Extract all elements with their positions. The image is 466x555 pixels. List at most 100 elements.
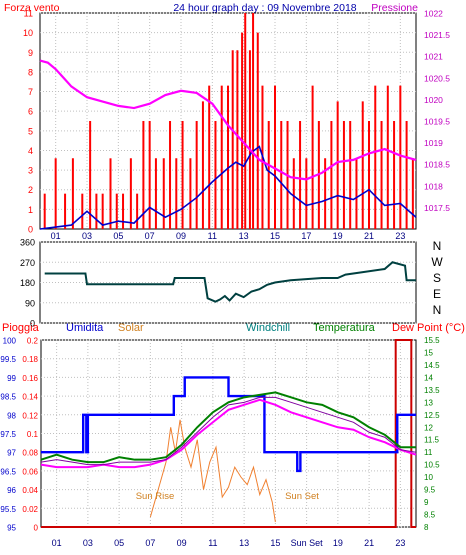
direction-tick-label: 0 [30,319,35,329]
pressure-line [39,59,417,181]
humidity-tick-label: 98 [7,411,16,420]
rain-tick-label: 0.02 [22,505,38,514]
pressure-axis-title: Pressione [371,2,418,14]
rain-tick-label: 0.1 [27,430,39,439]
rain-tick-label: 0.16 [22,374,38,383]
windchill-legend: Windchill [246,322,290,334]
temperature-line [40,391,416,464]
pressure-tick-label: 1019 [424,138,443,148]
hour-tick-label: 07 [145,231,155,241]
rain-tick-label: 0.14 [22,393,38,402]
pressure-tick-label: 1021 [424,52,443,62]
sun-set-label: Sun Set [285,491,319,502]
hour-tick-label: 23 [395,538,405,548]
temperature-tick-label: 11.5 [424,436,440,445]
hour-tick-label: 19 [333,231,343,241]
hour-tick-label: 11 [208,538,217,548]
temperature-tick-label: 12.5 [424,411,440,420]
rain-tick-label: 0.18 [22,355,38,364]
rain-tick-label: 0 [34,524,39,533]
rain-tick-label: 0.2 [27,337,39,346]
hour-tick-label: 21 [364,538,374,548]
wind-tick-label: 10 [23,28,33,38]
rain-axis-title: Pioggia [2,322,40,334]
hour-tick-label: 09 [177,538,187,548]
compass-label-e: E [433,287,441,301]
wind-average-line [39,145,417,230]
temperature-tick-label: 10.5 [424,461,440,470]
hour-tick-label: 13 [239,538,249,548]
direction-tick-label: 270 [20,258,35,268]
temperature-tick-label: 12 [424,423,433,432]
hour-tick-label: 05 [113,231,123,241]
wind-tick-label: 9 [28,48,33,58]
rain-tick-label: 0.12 [22,411,38,420]
hour-tick-label: 13 [239,231,249,241]
solar-legend: Solar [118,322,144,334]
temperature-tick-label: 13 [424,398,433,407]
temperature-tick-label: 13.5 [424,386,440,395]
hour-tick-label: 19 [333,538,343,548]
temperature-tick-label: 8 [424,523,429,532]
temperature-tick-label: 15.5 [424,336,440,345]
dew-point-line [40,396,417,466]
direction-line [44,261,416,303]
pressure-tick-label: 1017.5 [424,203,450,213]
hour-tick-label: 15 [270,538,280,548]
humidity-tick-label: 97.5 [0,430,16,439]
temperature-tick-label: 9 [424,498,429,507]
bottom-series [40,339,417,528]
compass-label-n2: N [433,303,442,317]
direction-tick-label: 90 [25,298,35,308]
direction-tick-label: 360 [20,238,35,248]
wind-tick-label: 2 [28,185,33,195]
humidity-line [41,376,416,473]
rain-tick-label: 0.04 [22,486,38,495]
wind-axis-title: Forza vento [4,2,60,14]
humidity-tick-label: 96.5 [0,467,16,476]
compass-label-n: N [433,239,442,253]
hour-tick-label: 21 [364,231,374,241]
humidity-tick-label: 97 [7,449,16,458]
wind-tick-label: 11 [24,9,33,19]
pressure-tick-label: 1022 [424,9,443,19]
wind-direction-panel [39,241,417,324]
temperature-tick-label: 11 [424,448,433,457]
wind-series [39,13,417,230]
hour-tick-label: 03 [83,538,93,548]
pressure-tick-label: 1019.5 [424,117,450,127]
graph-title: 24 hour graph day : 09 Novembre 2018 [173,2,356,14]
sun-set-axis-label: Sun Set [291,538,324,548]
pressure-tick-label: 1018.5 [424,160,450,170]
temperature-tick-label: 10 [424,473,433,482]
humidity-tick-label: 99.5 [0,355,16,364]
wind-tick-label: 5 [28,126,33,136]
sun-rise-label: Sun Rise [136,491,175,502]
hour-tick-label: 17 [301,231,311,241]
hour-tick-label: 01 [51,231,61,241]
temperature-tick-label: 8.5 [424,511,436,520]
humidity-tick-label: 95 [7,524,16,533]
temperature-tick-label: 9.5 [424,486,436,495]
hour-tick-label: 07 [145,538,155,548]
pressure-tick-label: 1018 [424,181,443,191]
hour-tick-label: 09 [176,231,186,241]
compass-label-w: W [431,255,443,269]
rain-line [41,339,416,528]
rain-tick-label: 0.06 [22,467,38,476]
wind-tick-label: 4 [28,146,33,156]
humidity-tick-label: 100 [3,337,17,346]
temperature-tick-label: 14.5 [424,361,440,370]
hour-tick-label: 01 [52,538,62,548]
direction-series [40,241,416,324]
compass-labels: N W S E N [431,239,443,317]
axis-labels: 012345678910111017.510181018.510191019.5… [0,9,450,549]
humidity-tick-label: 95.5 [0,505,16,514]
temperature-tick-label: 15 [424,348,433,357]
hour-tick-label: 03 [82,231,92,241]
hour-tick-label: 15 [270,231,280,241]
temperature-legend: Temperatura [313,322,376,334]
wind-tick-label: 3 [28,166,33,176]
dew-point-legend: Dew Point (°C) [392,322,465,334]
